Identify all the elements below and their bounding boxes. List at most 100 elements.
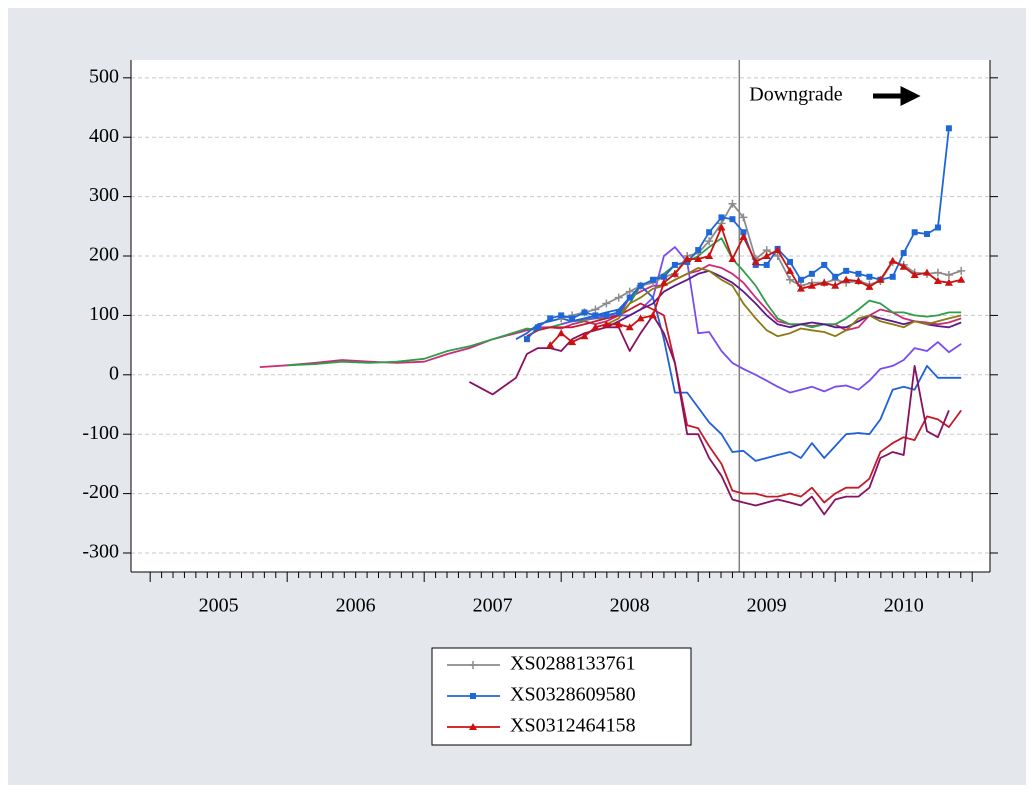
marker bbox=[717, 223, 726, 231]
marker bbox=[614, 293, 623, 302]
marker bbox=[957, 266, 966, 275]
marker bbox=[910, 271, 919, 279]
marker bbox=[625, 287, 634, 296]
marker bbox=[718, 214, 725, 221]
marker bbox=[694, 254, 703, 262]
marker bbox=[855, 270, 862, 277]
y-tick-label: 0 bbox=[109, 362, 119, 384]
y-tick-label: 400 bbox=[89, 125, 119, 147]
marker bbox=[763, 261, 770, 268]
x-tick-label: 2005 bbox=[199, 595, 239, 617]
series-line bbox=[515, 284, 962, 462]
y-tick-label: -200 bbox=[82, 481, 119, 503]
marker bbox=[957, 275, 966, 283]
marker bbox=[808, 270, 815, 277]
series-line bbox=[526, 302, 962, 504]
marker bbox=[469, 723, 477, 730]
marker bbox=[888, 256, 897, 264]
marker bbox=[739, 233, 748, 241]
marker bbox=[821, 261, 828, 268]
series-line bbox=[606, 270, 962, 329]
marker bbox=[558, 312, 565, 319]
x-tick-label: 2007 bbox=[473, 595, 513, 617]
y-tick-label: -100 bbox=[82, 422, 119, 444]
marker bbox=[625, 323, 634, 331]
marker bbox=[866, 273, 873, 280]
x-tick-label: 2008 bbox=[610, 595, 650, 617]
marker bbox=[865, 282, 874, 290]
marker bbox=[807, 281, 816, 289]
marker bbox=[944, 271, 953, 280]
marker bbox=[615, 309, 622, 316]
annotation-arrow bbox=[873, 85, 921, 107]
marker bbox=[636, 314, 645, 322]
marker bbox=[933, 268, 942, 277]
marker bbox=[670, 269, 679, 277]
marker bbox=[923, 231, 930, 238]
x-tick-label: 2006 bbox=[336, 595, 376, 617]
legend-label: XS0288133761 bbox=[510, 653, 636, 675]
axes: -300 -200 -100 0 100 200 300 400 500 2005 2006 2007… bbox=[82, 60, 998, 617]
marker bbox=[581, 309, 588, 316]
marker bbox=[739, 213, 748, 222]
marker bbox=[831, 281, 840, 289]
marker bbox=[557, 329, 566, 337]
marker bbox=[944, 278, 953, 286]
marker bbox=[728, 199, 737, 208]
marker bbox=[728, 254, 737, 262]
marker bbox=[591, 323, 600, 331]
marker bbox=[603, 312, 610, 319]
marker bbox=[648, 311, 657, 319]
legend-label: XS0312464158 bbox=[510, 715, 636, 737]
marker bbox=[469, 661, 477, 669]
marker bbox=[785, 275, 794, 284]
marker bbox=[568, 338, 577, 346]
marker bbox=[934, 224, 941, 231]
marker bbox=[889, 273, 896, 280]
marker bbox=[626, 294, 633, 301]
marker bbox=[773, 246, 782, 254]
marker bbox=[569, 315, 576, 322]
marker bbox=[796, 284, 805, 292]
marker bbox=[740, 229, 747, 236]
marker bbox=[854, 276, 863, 284]
y-tick-label: 200 bbox=[89, 244, 119, 266]
marker bbox=[729, 216, 736, 223]
marker bbox=[843, 267, 850, 274]
marker bbox=[547, 315, 554, 322]
marker bbox=[659, 278, 668, 286]
marker bbox=[602, 320, 611, 328]
marker bbox=[660, 273, 667, 280]
marker bbox=[933, 276, 942, 284]
marker bbox=[602, 299, 611, 308]
marker bbox=[705, 252, 714, 260]
marker bbox=[546, 341, 555, 349]
marker bbox=[523, 336, 530, 343]
marker bbox=[706, 229, 713, 236]
y-tick-label: -300 bbox=[82, 541, 119, 563]
marker bbox=[785, 266, 794, 274]
marker bbox=[470, 693, 476, 699]
grid bbox=[131, 77, 990, 554]
marker bbox=[945, 125, 952, 132]
marker bbox=[649, 276, 656, 283]
marker bbox=[762, 252, 771, 260]
marker bbox=[683, 254, 692, 262]
marker bbox=[671, 261, 678, 268]
marker bbox=[786, 258, 793, 265]
y-tick-label: 500 bbox=[89, 65, 119, 87]
marker bbox=[797, 276, 804, 283]
series-lines bbox=[259, 60, 966, 572]
marker bbox=[591, 305, 600, 314]
marker bbox=[637, 282, 644, 289]
marker bbox=[876, 275, 885, 283]
marker bbox=[922, 268, 931, 276]
marker bbox=[842, 275, 851, 283]
marker bbox=[832, 273, 839, 280]
marker bbox=[899, 262, 908, 270]
series-line bbox=[468, 314, 950, 516]
legend: XS0288133761 XS0328609580 XS0312464158 bbox=[447, 653, 636, 737]
annotation-text: Downgrade bbox=[749, 84, 842, 106]
